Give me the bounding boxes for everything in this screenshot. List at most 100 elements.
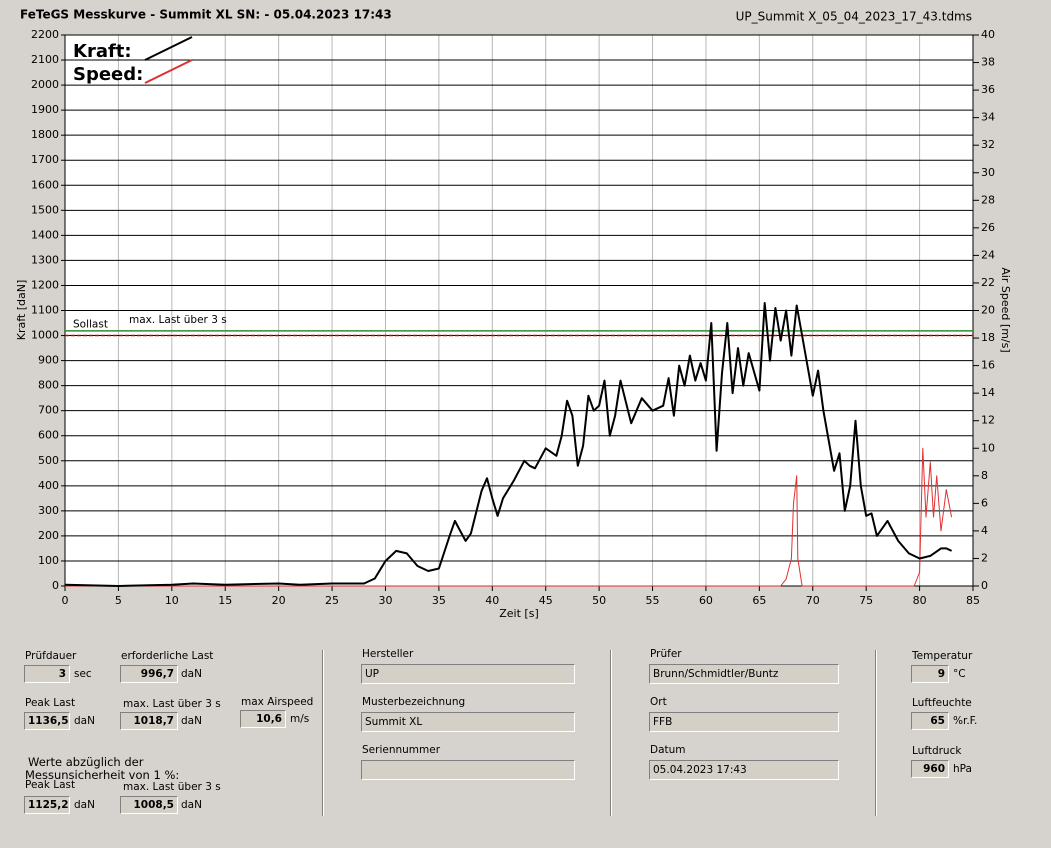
y2-tick-label: 38 <box>981 56 995 69</box>
y2-tick-label: 28 <box>981 193 995 206</box>
y2-tick-label: 16 <box>981 359 995 372</box>
field-value: 1018,7 <box>120 712 178 730</box>
field-value: UP <box>361 664 575 684</box>
y-tick-label: 1900 <box>31 103 59 116</box>
y2-tick-label: 10 <box>981 441 995 454</box>
field-label: Prüfer <box>650 648 682 660</box>
y2-axis-label: Air Speed [m/s] <box>999 267 1012 352</box>
y2-tick-label: 2 <box>981 551 988 564</box>
y-tick-label: 300 <box>38 504 59 517</box>
field-value <box>361 760 575 780</box>
y2-tick-label: 30 <box>981 166 995 179</box>
x-tick-label: 35 <box>432 594 446 607</box>
field-label: Peak Last <box>25 779 76 791</box>
field-label: max Airspeed <box>241 696 314 708</box>
field-unit: %r.F. <box>953 715 978 727</box>
legend-label: Speed: <box>73 64 143 85</box>
field-value: 1125,2 <box>24 796 70 814</box>
field-value: 996,7 <box>120 665 178 683</box>
x-tick-label: 25 <box>325 594 339 607</box>
x-tick-label: 10 <box>165 594 179 607</box>
y2-tick-label: 4 <box>981 524 988 537</box>
x-tick-label: 45 <box>539 594 553 607</box>
x-tick-label: 5 <box>115 594 122 607</box>
field-label: max. Last über 3 s <box>123 781 221 793</box>
field-unit: hPa <box>953 763 972 775</box>
y2-tick-label: 20 <box>981 304 995 317</box>
legend-swatch <box>144 59 193 84</box>
x-tick-label: 60 <box>699 594 713 607</box>
field-label: Datum <box>650 744 686 756</box>
legend-label: Kraft: <box>73 41 132 62</box>
y-tick-label: 1200 <box>31 278 59 291</box>
separator <box>875 650 877 816</box>
x-tick-label: 85 <box>966 594 980 607</box>
field-label: Prüfdauer <box>25 650 77 662</box>
field-unit: °C <box>953 668 966 680</box>
y-tick-label: 500 <box>38 454 59 467</box>
y-tick-label: 1100 <box>31 304 59 317</box>
y2-tick-label: 8 <box>981 469 988 482</box>
y-tick-label: 1700 <box>31 153 59 166</box>
field-value: FFB <box>649 712 839 732</box>
field-label: erforderliche Last <box>121 650 214 662</box>
field-value: 65 <box>911 712 949 730</box>
y2-tick-label: 22 <box>981 276 995 289</box>
field-unit: sec <box>74 668 92 680</box>
y2-tick-label: 40 <box>981 28 995 41</box>
field-value: 10,6 <box>240 710 286 728</box>
y-tick-label: 0 <box>52 579 59 592</box>
y-tick-label: 200 <box>38 529 59 542</box>
x-tick-label: 40 <box>485 594 499 607</box>
field-value: 1136,5 <box>24 712 70 730</box>
field-label: Seriennummer <box>362 744 441 756</box>
field-unit: daN <box>74 799 95 811</box>
field-value: 3 <box>24 665 70 683</box>
field-label: Luftdruck <box>912 745 962 757</box>
y2-tick-label: 18 <box>981 331 995 344</box>
y-tick-label: 800 <box>38 379 59 392</box>
y-axis-label: Kraft [daN] <box>15 280 28 341</box>
note: Werte abzüglich der <box>28 755 144 769</box>
separator <box>322 650 324 816</box>
field-label: Musterbezeichnung <box>362 696 466 708</box>
x-tick-label: 75 <box>859 594 873 607</box>
field-unit: daN <box>181 668 202 680</box>
reference-label: max. Last über 3 s <box>129 314 227 326</box>
chart-title: FeTeGS Messkurve - Summit XL SN: - 05.04… <box>20 8 392 22</box>
field-unit: daN <box>181 799 202 811</box>
x-tick-label: 50 <box>592 594 606 607</box>
y-tick-label: 400 <box>38 479 59 492</box>
x-tick-label: 65 <box>752 594 766 607</box>
field-unit: daN <box>74 715 95 727</box>
x-tick-label: 0 <box>62 594 69 607</box>
field-unit: m/s <box>290 713 310 725</box>
field-label: Hersteller <box>362 648 414 660</box>
series-line <box>65 447 953 587</box>
file-name: UP_Summit X_05_04_2023_17_43.tdms <box>736 10 972 24</box>
x-tick-label: 30 <box>378 594 392 607</box>
x-tick-label: 15 <box>218 594 232 607</box>
field-value: 05.04.2023 17:43 <box>649 760 839 780</box>
x-axis-label: Zeit [s] <box>499 607 538 620</box>
y-tick-label: 1600 <box>31 178 59 191</box>
y-tick-label: 1300 <box>31 253 59 266</box>
field-unit: daN <box>181 715 202 727</box>
field-label: Luftfeuchte <box>912 697 972 709</box>
y-tick-label: 900 <box>38 354 59 367</box>
y2-tick-label: 34 <box>981 111 995 124</box>
y2-tick-label: 14 <box>981 386 995 399</box>
field-label: Peak Last <box>25 697 76 709</box>
x-tick-label: 80 <box>913 594 927 607</box>
y-tick-label: 2200 <box>31 28 59 41</box>
note: Messunsicherheit von 1 %: <box>25 768 180 782</box>
y2-tick-label: 6 <box>981 496 988 509</box>
series-line <box>64 302 953 587</box>
field-value: 9 <box>911 665 949 683</box>
field-label: max. Last über 3 s <box>123 698 221 710</box>
y-tick-label: 100 <box>38 554 59 567</box>
y2-tick-label: 24 <box>981 248 995 261</box>
chart: FeTeGS Messkurve - Summit XL SN: - 05.04… <box>15 8 1012 621</box>
field-value: Brunn/Schmidtler/Buntz <box>649 664 839 684</box>
y2-tick-label: 36 <box>981 83 995 96</box>
